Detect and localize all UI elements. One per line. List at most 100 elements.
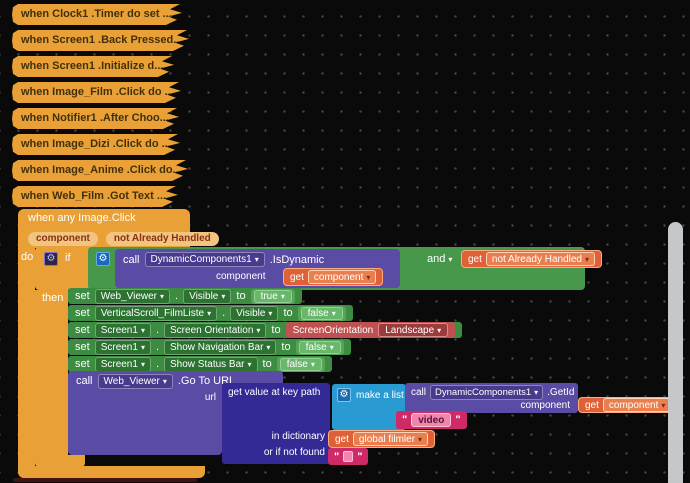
mutator-gear-icon[interactable] (96, 252, 110, 266)
logic-true-block[interactable]: true (250, 288, 295, 304)
quote-icon: " (357, 450, 363, 463)
make-a-list-label: make a list (356, 390, 404, 401)
variable-dropdown[interactable]: component (602, 398, 672, 412)
text-string-empty-block[interactable]: " " (328, 448, 369, 465)
component-dropdown[interactable]: VerticalScroll_FilmListe (94, 305, 218, 321)
partial-block-edge (13, 478, 197, 482)
call-getid-block[interactable]: call DynamicComponents1 .GetId component (405, 383, 578, 413)
logic-false-block[interactable]: false (297, 305, 346, 321)
get-not-already-handled-block[interactable]: get not Already Handled (461, 250, 602, 268)
or-if-not-found-label: or if not found (263, 447, 325, 458)
do-label: do (21, 251, 34, 263)
call-label: call (123, 253, 140, 266)
param-component[interactable]: component (28, 231, 98, 246)
collapsed-block-back-pressed[interactable]: when Screen1 .Back Pressed... (12, 30, 189, 51)
component-dropdown[interactable]: Screen1 (94, 356, 151, 372)
property-dropdown[interactable]: Screen Orientation (164, 322, 267, 338)
component-dropdown[interactable]: Screen1 (94, 322, 151, 338)
event-block-title: when any Image.Click (28, 212, 136, 224)
if-block-header[interactable]: if (35, 247, 89, 290)
event-block-left-spine[interactable]: do (18, 248, 35, 467)
logic-false-block[interactable]: false (295, 339, 344, 355)
dropdown-arrow-icon (268, 308, 272, 319)
collapsed-block-notifier-after[interactable]: when Notifier1 .After Choo... (12, 108, 179, 129)
logic-false-block[interactable]: false (276, 356, 325, 372)
collapsed-block-image-film-click[interactable]: when Image_Film .Click do ... (12, 82, 181, 103)
set-verticalscroll-visible-block[interactable]: set VerticalScroll_FilmListe . Visible t… (68, 305, 353, 321)
event-block-bottom-bar[interactable] (18, 466, 205, 478)
to-label: to (271, 324, 281, 336)
dropdown-arrow-icon (661, 400, 665, 411)
set-show-status-bar-block[interactable]: set Screen1 . Show Status Bar to false (68, 356, 332, 372)
event-block-params-row: component not Already Handled (18, 229, 219, 248)
to-label: to (283, 307, 293, 319)
call-gotourl-block-body[interactable]: url (68, 391, 222, 455)
collapsed-block-image-dizi-click[interactable]: when Image_Dizi .Click do ... (12, 134, 180, 155)
collapsed-block-initialize[interactable]: when Screen1 .Initialize d... (12, 56, 174, 77)
orientation-dropdown[interactable]: Landscape (378, 323, 449, 337)
text-string-video-block[interactable]: " video " (396, 411, 467, 429)
mutator-gear-icon[interactable] (44, 252, 58, 266)
dot-label: . (155, 358, 160, 370)
dropdown-arrow-icon (266, 342, 270, 353)
dropdown-arrow-icon (332, 308, 336, 319)
collapsed-block-web-film-got-text[interactable]: when Web_Film .Got Text ... (12, 186, 178, 207)
method-label: .Go To URL (177, 375, 236, 387)
text-string-input[interactable] (343, 451, 354, 462)
variable-dropdown[interactable]: not Already Handled (485, 252, 595, 266)
dropdown-arrow-icon (448, 253, 452, 265)
property-dropdown[interactable]: Show Status Bar (164, 356, 258, 372)
component-dropdown[interactable]: DynamicComponents1 (430, 385, 544, 400)
dot-label: . (175, 290, 179, 302)
set-label: set (75, 341, 90, 353)
quote-icon: " (402, 414, 408, 426)
property-dropdown[interactable]: Visible (230, 305, 279, 321)
get-global-filmler-block[interactable]: get global filmler (328, 430, 436, 448)
set-show-navigation-bar-block[interactable]: set Screen1 . Show Navigation Bar to fal… (68, 339, 351, 355)
collapsed-block-image-anime-click[interactable]: when Image_Anime .Click do... (12, 160, 188, 181)
and-operator-dropdown[interactable]: and (427, 253, 452, 265)
property-dropdown[interactable]: Show Navigation Bar (164, 339, 277, 355)
component-dropdown[interactable]: Web_Viewer (97, 373, 173, 389)
collapsed-block-clock-timer[interactable]: when Clock1 .Timer do set ... (12, 4, 182, 25)
in-dictionary-label: in dictionary (271, 431, 325, 442)
dropdown-arrow-icon (141, 325, 145, 336)
component-dropdown[interactable]: Web_Viewer (94, 288, 171, 304)
dropdown-arrow-icon (141, 359, 145, 370)
get-component-block[interactable]: get component (283, 268, 384, 286)
dropdown-arrow-icon (221, 291, 225, 302)
quote-icon: " (455, 414, 461, 426)
set-label: set (75, 307, 90, 319)
call-label: call (411, 387, 427, 398)
vertical-scrollbar[interactable] (668, 222, 683, 483)
set-webviewer-visible-block[interactable]: set Web_Viewer . Visible to true (68, 288, 302, 304)
url-arg-label: url (204, 392, 216, 403)
text-string-input[interactable]: video (411, 413, 452, 427)
component-dropdown[interactable]: Screen1 (94, 339, 151, 355)
if-block-left-spine[interactable]: then (35, 290, 68, 455)
event-block-header[interactable]: when any Image.Click (18, 209, 190, 229)
logic-and-block[interactable]: call DynamicComponents1 .IsDynamic compo… (88, 247, 602, 290)
component-dropdown[interactable]: DynamicComponents1 (144, 252, 265, 267)
variable-dropdown[interactable]: global filmler (352, 432, 429, 446)
dropdown-arrow-icon (207, 308, 211, 319)
get-component-block[interactable]: get component (578, 397, 679, 413)
arg-component-label: component (216, 271, 266, 282)
variable-dropdown[interactable]: component (307, 270, 377, 284)
call-isdynamic-block[interactable]: call DynamicComponents1 .IsDynamic compo… (115, 249, 400, 288)
dict-get-value-block[interactable]: get value at key path in dictionary or i… (222, 383, 330, 464)
dropdown-arrow-icon (256, 325, 260, 336)
make-a-list-block[interactable]: make a list (332, 384, 406, 430)
set-screen-orientation-block[interactable]: set Screen1 . Screen Orientation to Scre… (68, 322, 463, 338)
dropdown-arrow-icon (141, 342, 145, 353)
screenorientation-helper-block[interactable]: ScreenOrientation Landscape (285, 322, 456, 338)
dot-label: . (155, 324, 160, 336)
set-label: set (75, 358, 90, 370)
quote-icon: " (334, 450, 340, 463)
property-dropdown[interactable]: Visible (183, 288, 232, 304)
param-not-already-handled[interactable]: not Already Handled (105, 231, 219, 246)
mutator-gear-icon[interactable] (337, 388, 351, 402)
dropdown-arrow-icon (366, 272, 370, 283)
if-block-bottom-bar[interactable] (35, 455, 85, 467)
